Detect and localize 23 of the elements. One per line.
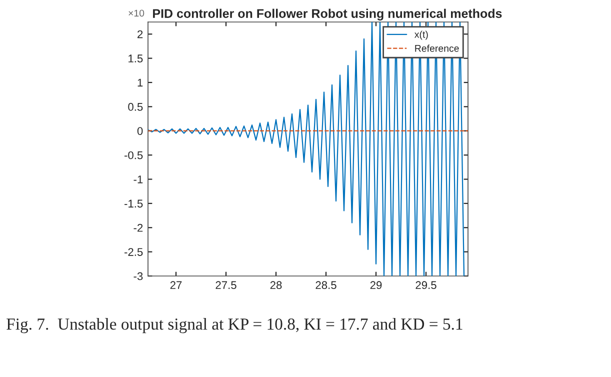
y-tick-label: 2 [138, 30, 143, 38]
y-tick-label: -0.5 [124, 151, 143, 160]
caption: Fig. 7. Unstable output signal at KP = 10.8, KI = 17.7 and KD = 5.1 [6, 318, 462, 334]
y-tick-label: -1 [134, 176, 143, 184]
x-tick-label: 28 [270, 281, 282, 290]
legend-label: x(t) [414, 30, 428, 40]
x-tick-label: 29.5 [416, 281, 436, 290]
y-tick-label: 1 [138, 78, 143, 86]
x-tick-label: 27 [170, 281, 182, 289]
y-tick-label: -3 [134, 272, 143, 280]
x-tick-label: 28.5 [316, 281, 336, 290]
chart-title: PID controller on Follower Robot using numerical methods [153, 8, 502, 20]
y-tick-label: 0 [137, 127, 143, 135]
text: ×10 [128, 10, 144, 17]
x-tick-label: 29 [370, 281, 382, 290]
x-tick-label: 27.5 [216, 281, 236, 290]
y-tick-label: -2 [134, 224, 143, 232]
legend-label: Reference [415, 44, 459, 52]
y-tick-label: -2.5 [124, 248, 143, 256]
y-tick-label: -1.5 [124, 200, 143, 208]
y-tick-label: 1.5 [128, 54, 143, 62]
line-series [148, 22, 465, 276]
y-tick-label: 0.5 [128, 102, 143, 111]
